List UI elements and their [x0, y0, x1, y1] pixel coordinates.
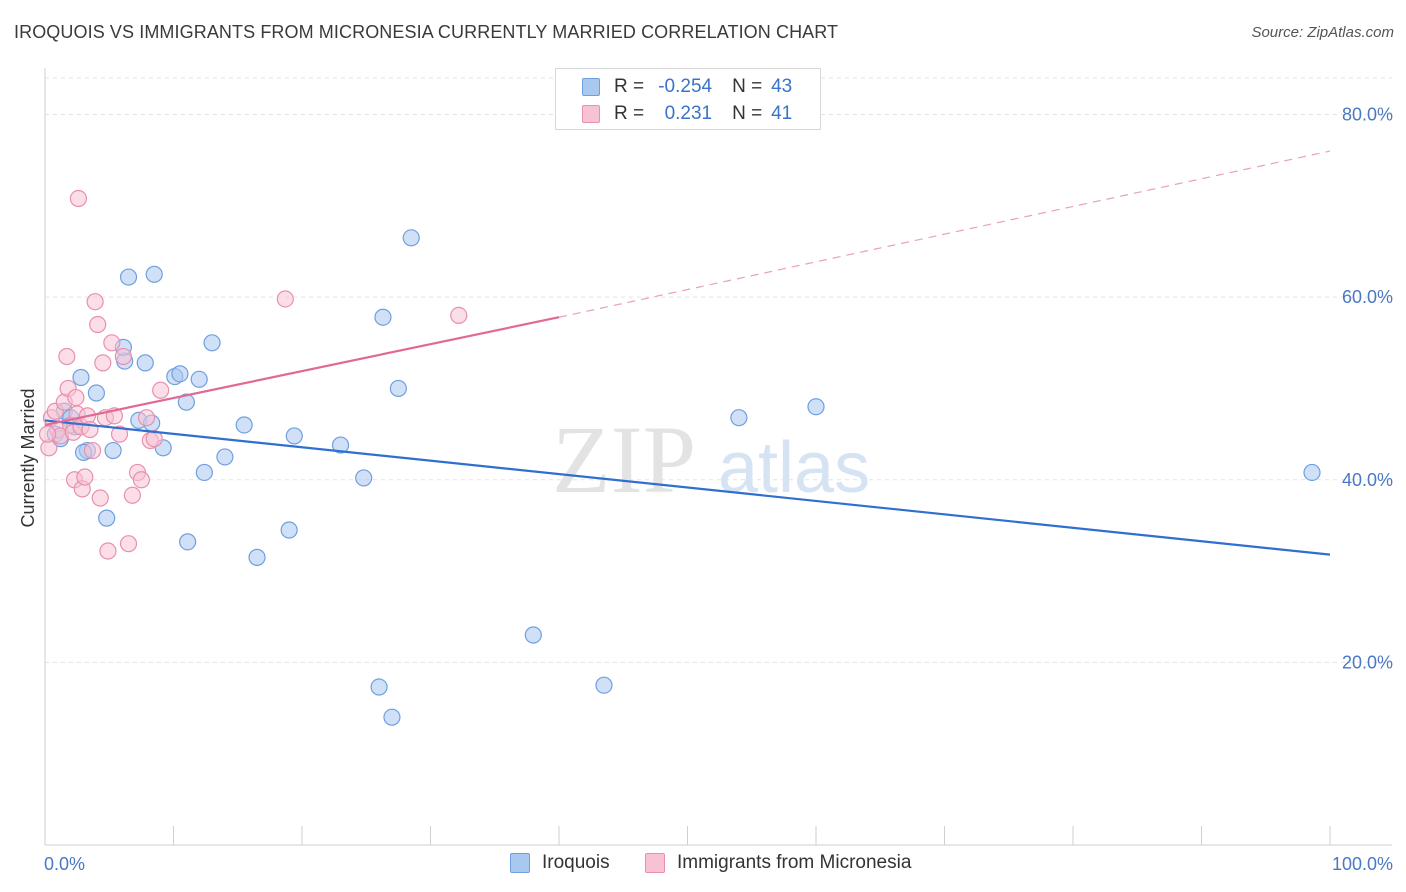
legend-r-value: 0.231 — [664, 103, 713, 124]
legend-n-value: 41 — [771, 103, 793, 124]
point-iroquois — [355, 469, 373, 487]
legend-r-label: R = — [614, 103, 645, 124]
point-iroquois — [87, 384, 106, 402]
point-micronesia — [69, 189, 88, 208]
y-tick-label: 40.0% — [1342, 470, 1393, 490]
series-legend-iroquois: Iroquois — [510, 852, 610, 874]
x-tick-label: 0.0% — [44, 854, 85, 874]
point-micronesia — [38, 425, 57, 443]
series-label-iroquois: Iroquois — [542, 852, 610, 873]
point-micronesia — [76, 468, 94, 486]
series-label-micronesia: Immigrants from Micronesia — [677, 852, 912, 873]
y-tick-label: 80.0% — [1342, 105, 1393, 125]
point-iroquois — [216, 448, 234, 466]
legend-row-iroquois: R = -0.254 N = 43 — [582, 73, 792, 101]
series-swatch-micronesia — [645, 853, 665, 873]
point-iroquois — [1303, 463, 1321, 482]
y-tick-label: 60.0% — [1342, 287, 1393, 307]
point-iroquois — [524, 626, 542, 644]
legend-swatch-micronesia — [582, 105, 600, 123]
y-axis-title: Currently Married — [18, 388, 38, 527]
axes — [44, 68, 1392, 846]
points — [38, 189, 1321, 726]
point-iroquois — [370, 678, 388, 696]
legend-r-label: R = — [614, 76, 645, 97]
point-micronesia — [276, 290, 294, 308]
point-iroquois — [280, 521, 298, 539]
point-iroquois — [136, 354, 154, 372]
correlation-legend: R = -0.254 N = 43 R = 0.231 N = 41 — [555, 68, 821, 130]
point-iroquois — [145, 265, 163, 283]
point-micronesia — [152, 381, 170, 399]
series-swatch-iroquois — [510, 853, 530, 873]
point-micronesia — [67, 388, 85, 407]
axis-labels: 20.0% 40.0% 60.0% 80.0% 0.0% 100.0% Currently … — [18, 105, 1393, 874]
point-iroquois — [190, 370, 208, 388]
point-iroquois — [171, 365, 189, 383]
trend-line-iroquois — [44, 419, 1331, 556]
point-iroquois — [730, 409, 748, 427]
point-iroquois — [72, 368, 90, 387]
trend-lines — [44, 150, 1331, 556]
watermark-zip: ZIP — [552, 406, 696, 513]
legend-r-value: -0.254 — [658, 76, 713, 97]
point-micronesia — [137, 409, 156, 427]
point-iroquois — [595, 676, 613, 694]
point-micronesia — [110, 425, 129, 443]
point-micronesia — [145, 430, 163, 448]
point-micronesia — [94, 354, 112, 372]
legend-swatch-iroquois — [582, 78, 600, 96]
point-iroquois — [383, 708, 401, 726]
legend-row-micronesia: R = 0.231 N = 41 — [582, 100, 792, 128]
point-micronesia — [123, 486, 141, 504]
point-iroquois — [195, 463, 213, 482]
y-tick-label: 20.0% — [1342, 652, 1393, 672]
trend-line-micronesia — [44, 316, 560, 427]
point-iroquois — [389, 379, 407, 398]
x-tick-label: 100.0% — [1332, 854, 1393, 874]
series-legend: Iroquois Immigrants from Micronesia — [0, 852, 1406, 878]
point-micronesia — [89, 315, 107, 334]
point-iroquois — [104, 441, 122, 460]
chart-title: IROQUOIS VS IMMIGRANTS FROM MICRONESIA C… — [14, 22, 839, 42]
point-iroquois — [248, 548, 266, 566]
point-micronesia — [114, 347, 132, 366]
point-micronesia — [450, 306, 468, 325]
watermark-atlas: atlas — [718, 428, 870, 508]
point-micronesia — [103, 334, 121, 352]
point-micronesia — [119, 535, 138, 553]
legend-n-value: 43 — [771, 76, 793, 97]
point-iroquois — [285, 427, 303, 445]
point-micronesia — [132, 471, 150, 489]
point-iroquois — [331, 436, 350, 454]
point-iroquois — [119, 268, 138, 286]
series-legend-micronesia: Immigrants from Micronesia — [645, 852, 911, 874]
source-label: Source: ZipAtlas.com — [1251, 24, 1394, 41]
point-micronesia — [91, 489, 109, 507]
legend-n-label: N = — [732, 76, 763, 97]
grid-lines — [45, 77, 1392, 663]
point-iroquois — [177, 393, 195, 411]
point-micronesia — [86, 293, 104, 311]
point-iroquois — [374, 308, 392, 326]
legend-n-label: N = — [732, 103, 763, 124]
watermark: ZIP atlas — [552, 406, 870, 513]
point-iroquois — [98, 509, 116, 527]
point-iroquois — [203, 334, 221, 352]
point-micronesia — [99, 542, 117, 560]
point-micronesia — [83, 441, 102, 460]
point-iroquois — [179, 533, 197, 551]
point-iroquois — [235, 416, 253, 434]
point-iroquois — [402, 229, 420, 247]
point-micronesia — [58, 347, 76, 366]
point-iroquois — [807, 398, 825, 416]
trend-line-micronesia-extension — [558, 150, 1331, 318]
